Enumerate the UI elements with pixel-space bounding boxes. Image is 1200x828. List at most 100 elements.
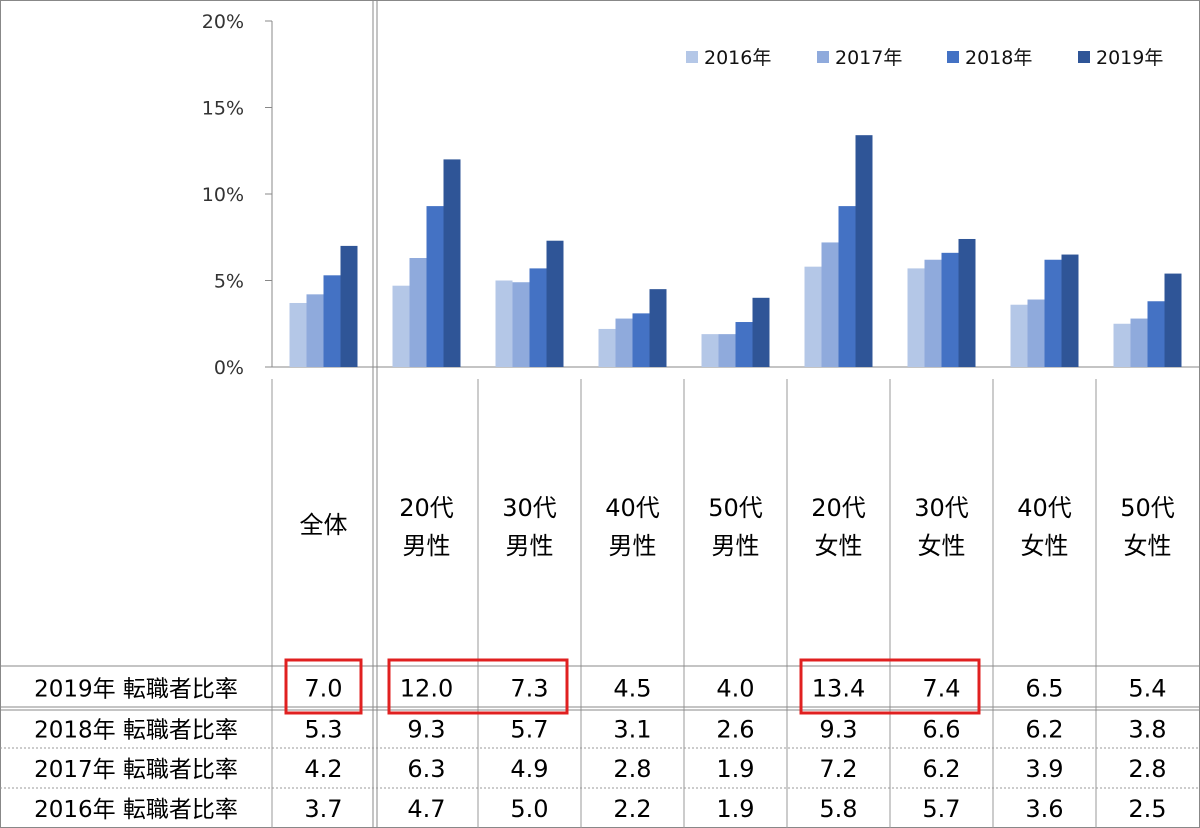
table-cell: 2.2: [613, 795, 651, 823]
bar: [752, 297, 770, 367]
category-label: 20代: [811, 494, 866, 522]
bar: [958, 238, 976, 367]
row-label: 2017年 転職者比率: [34, 757, 238, 783]
row-label: 2019年 転職者比率: [34, 677, 238, 703]
table-cell: 4.2: [304, 755, 342, 783]
table-cell: 9.3: [819, 716, 857, 744]
legend-swatch: [947, 51, 959, 63]
row-label: 2018年 転職者比率: [34, 718, 238, 744]
table-cell: 9.3: [407, 716, 445, 744]
bar: [941, 252, 959, 367]
table-cell: 4.7: [407, 795, 445, 823]
y-tick-label: 15%: [202, 98, 244, 120]
table-cell: 1.9: [716, 755, 754, 783]
category-label: 40代: [605, 494, 660, 522]
bar: [512, 282, 530, 367]
category-label: 女性: [1021, 532, 1069, 560]
bar: [306, 294, 324, 367]
y-tick-label: 0%: [214, 357, 244, 379]
highlight-box: [284, 658, 363, 715]
bar: [1061, 254, 1079, 367]
bar: [924, 259, 942, 367]
bar: [615, 318, 633, 367]
table-cell: 6.2: [922, 755, 960, 783]
bar: [495, 280, 513, 367]
bar: [323, 275, 341, 367]
table-cell: 2.8: [1128, 755, 1166, 783]
bar: [289, 302, 307, 367]
category-label: 女性: [1124, 532, 1172, 560]
bar: [1164, 273, 1182, 367]
bar: [529, 268, 547, 367]
table-cell: 7.3: [510, 675, 548, 703]
table-cell: 3.6: [1025, 795, 1063, 823]
category-label: 40代: [1017, 494, 1072, 522]
category-label: 男性: [506, 532, 554, 560]
highlight-box: [799, 658, 981, 715]
bar: [718, 334, 736, 367]
highlight-box: [387, 658, 569, 715]
category-label: 女性: [918, 532, 966, 560]
table-cell: 6.3: [407, 755, 445, 783]
category-label: 女性: [815, 532, 863, 560]
row-label: 2016年 転職者比率: [34, 797, 238, 823]
bar: [426, 206, 444, 367]
bar: [735, 322, 753, 367]
table-cell: 5.7: [922, 795, 960, 823]
bar: [701, 334, 719, 367]
legend-swatch: [817, 51, 829, 63]
category-label: 30代: [914, 494, 969, 522]
table-cell: 5.3: [304, 716, 342, 744]
bar: [1044, 259, 1062, 367]
table-cell: 1.9: [716, 795, 754, 823]
table-cell: 2.6: [716, 716, 754, 744]
legend-label: 2018年: [965, 47, 1032, 69]
table-cell: 6.6: [922, 716, 960, 744]
table-cell: 7.2: [819, 755, 857, 783]
bar: [1027, 299, 1045, 367]
legend-label: 2019年: [1096, 47, 1163, 69]
bar: [855, 135, 873, 367]
table-cell: 12.0: [400, 675, 453, 703]
legend-swatch: [686, 51, 698, 63]
table-cell: 3.8: [1128, 716, 1166, 744]
table-cell: 3.9: [1025, 755, 1063, 783]
legend-label: 2016年: [704, 47, 771, 69]
category-label: 男性: [403, 532, 451, 560]
bar: [632, 313, 650, 367]
bar: [1147, 301, 1165, 367]
bar: [821, 242, 839, 367]
bar: [1113, 323, 1131, 367]
bar: [443, 159, 461, 367]
table-cell: 3.1: [613, 716, 651, 744]
table-cell: 5.0: [510, 795, 548, 823]
table-cell: 4.9: [510, 755, 548, 783]
table-cell: 5.7: [510, 716, 548, 744]
bar: [1010, 304, 1028, 367]
bar: [838, 206, 856, 367]
bar: [1130, 318, 1148, 367]
table-cell: 5.4: [1128, 675, 1166, 703]
bar: [546, 240, 564, 367]
legend-swatch: [1078, 51, 1090, 63]
table-cell: 2.5: [1128, 795, 1166, 823]
table-cell: 7.4: [922, 675, 960, 703]
legend-label: 2017年: [835, 47, 902, 69]
bar: [340, 245, 358, 367]
bar: [409, 258, 427, 367]
category-label: 男性: [609, 532, 657, 560]
category-label: 男性: [712, 532, 760, 560]
category-label: 20代: [399, 494, 454, 522]
bar: [804, 266, 822, 367]
table-cell: 2.8: [613, 755, 651, 783]
y-tick-label: 10%: [202, 184, 244, 206]
y-tick-label: 20%: [202, 11, 244, 33]
table-cell: 13.4: [812, 675, 865, 703]
bar: [598, 328, 616, 367]
table-cell: 3.7: [304, 795, 342, 823]
bar: [392, 285, 410, 367]
bar: [649, 289, 667, 367]
category-label: 50代: [708, 494, 763, 522]
